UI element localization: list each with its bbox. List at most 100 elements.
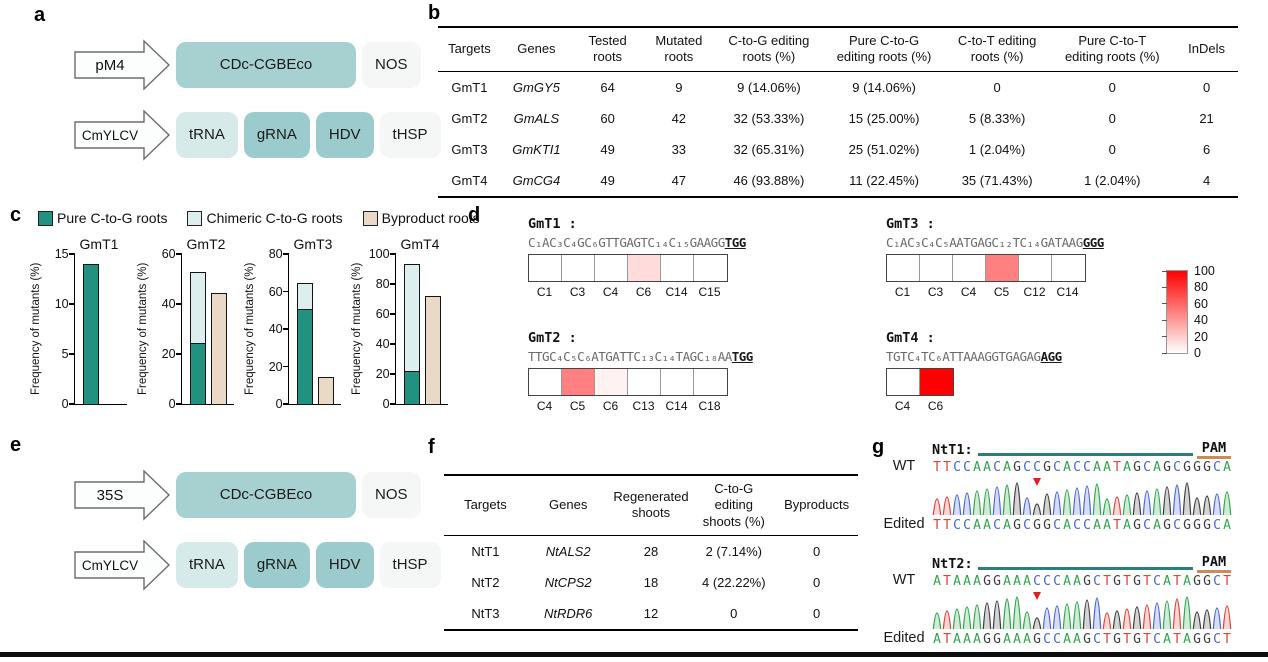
y-tick-mark	[282, 365, 289, 368]
trace-peak-G	[1132, 492, 1142, 516]
base-A: A	[1183, 574, 1191, 589]
base-C: C	[1213, 460, 1221, 475]
trace-peak-C	[1142, 490, 1152, 516]
construct-box: gRNA	[243, 542, 310, 588]
base-T: T	[943, 518, 951, 533]
target-name: NtT2:	[932, 556, 973, 572]
spacer	[876, 474, 932, 516]
colorbar-tick-mark	[1162, 303, 1167, 305]
table-cell: 0	[1108, 141, 1116, 157]
base-C: C	[1053, 574, 1061, 589]
y-tick-mark	[282, 328, 289, 330]
chart-GmT2: GmT2 Frequency of mutants (%) 0 20 40 60	[137, 236, 234, 411]
table-row: NtT2 NtCPS2 18 4 (22.22%) 0	[444, 567, 858, 598]
base-T: T	[943, 632, 951, 647]
table-body: GmT1 GmGY5 64 9 9 (14.06%) 9 (14.06%) 0 0 0 GmT2 G…	[438, 71, 1238, 197]
heatmap-cells	[886, 254, 1086, 282]
colorbar-tick-label: 100	[1194, 264, 1215, 278]
base-T: T	[1103, 574, 1111, 589]
y-tick-label: 60	[161, 247, 176, 261]
table-cell: 49	[600, 172, 615, 188]
heatmap-cell-C3	[920, 255, 953, 281]
promoter-arrow-shape	[74, 39, 170, 91]
heatmap-cell-label: C1	[536, 285, 553, 299]
column-header: Targets	[438, 27, 501, 72]
tobacco-results-table: Targets Genes Regenerated shoots C-to-G edi…	[444, 474, 858, 631]
y-tick-label: 100	[368, 247, 390, 261]
trace-peak-T	[942, 496, 952, 516]
panel-a-label: a	[34, 4, 46, 26]
y-tick-label: 10	[54, 297, 69, 311]
promoter-arrow: pM4	[74, 39, 170, 91]
base-A: A	[983, 518, 991, 533]
table-cell: GmT2	[451, 110, 488, 126]
y-tick-mark	[175, 403, 182, 405]
colorbar-tick-mark	[1162, 319, 1167, 321]
base-G: G	[983, 632, 991, 647]
bar-pure-c-to-g	[82, 264, 99, 405]
colorbar-tick-mark	[1162, 336, 1167, 338]
promoter-arrow: CmYLCV	[74, 109, 170, 161]
y-axis-label: Frequency of mutants (%)	[351, 262, 363, 396]
trace-peak-C	[1052, 491, 1062, 516]
heatmap-cells	[528, 368, 728, 396]
base-C: C	[1213, 632, 1221, 647]
heatmap-GmT2: GmT2 : TTGC₄C₅C₆ATGATTC₁₃C₁₄TAGC₁₈AATGG C4…	[528, 330, 753, 413]
heatmap-cell-C6	[595, 369, 628, 395]
y-axis-label: Frequency of mutants (%)	[244, 262, 256, 396]
heatmap-GmT1: GmT1 : C₁AC₃C₄GC₆GTTGAGTC₁₄C₁₅GAAGGTGG C1 C…	[528, 216, 746, 299]
trace-peak-G	[1162, 486, 1172, 516]
heatmap-cell-C1	[529, 255, 562, 281]
table-cell: 0	[812, 543, 821, 559]
base-A: A	[1003, 460, 1011, 475]
chart-GmT4: GmT4 Frequency of mutants (%) 0 20 40 60 80 100	[351, 236, 448, 411]
soybean-results-table: Targets Genes Tested roots Mutated roots C-t…	[438, 26, 1238, 198]
base-C: C	[963, 518, 971, 533]
base-T: T	[1103, 632, 1111, 647]
column-header: Pure C-to-T editing roots (%)	[1049, 27, 1176, 72]
base-C: C	[1173, 518, 1181, 533]
base-A: A	[1103, 518, 1111, 533]
edited-label: Edited	[883, 516, 925, 532]
trace-peak-G	[1032, 617, 1042, 630]
base-A: A	[1063, 460, 1071, 475]
base-G: G	[1203, 574, 1211, 589]
base-T: T	[943, 574, 951, 589]
table-row: GmT1 GmGY5 64 9 9 (14.06%) 9 (14.06%) 0 0 0	[438, 71, 1238, 103]
construct-row: CmYLCV tRNA gRNA HDV tHSP	[74, 538, 441, 592]
table-cell: 42	[671, 110, 687, 126]
colorbar-tick-label: 80	[1194, 280, 1208, 295]
base-C: C	[1073, 518, 1081, 533]
heatmap-cell-label: C6	[635, 285, 652, 299]
heatmap-cell-C4	[887, 369, 920, 395]
trace-peak-A	[1062, 603, 1072, 630]
y-tick-mark	[175, 303, 182, 305]
heatmap-cell-label: C4	[602, 285, 619, 299]
base-C: C	[963, 460, 971, 475]
trace-peak-T	[1222, 605, 1232, 630]
heatmap-title: GmT4 :	[886, 330, 935, 346]
table-cell: 0	[812, 605, 821, 621]
y-tick-label: 40	[161, 297, 176, 311]
trace-peak-A	[1162, 600, 1172, 630]
column-header: Targets	[444, 475, 527, 536]
trace-peak-C	[1212, 607, 1222, 630]
pam-label: PAM	[1201, 440, 1227, 456]
base-T: T	[1223, 632, 1231, 647]
trace-peak-A	[1062, 489, 1072, 516]
heatmap-cell-labels: C1 C3 C4 C6 C14 C15	[528, 285, 726, 299]
wt-label: WT	[892, 572, 916, 588]
base-T: T	[1143, 632, 1151, 647]
construct-box: HDV	[315, 542, 374, 588]
table-cell: 2 (7.14%)	[705, 543, 762, 559]
construct-row: pM4 CDc-CGBEco NOS	[74, 38, 441, 92]
sanger-trace	[932, 592, 1232, 630]
base-T: T	[1113, 518, 1121, 533]
promoter-arrow: 35S	[74, 469, 170, 521]
base-A: A	[1093, 518, 1101, 533]
table-cell: NtT2	[471, 574, 500, 590]
trace-peak-C	[1172, 484, 1182, 516]
colorbar-gradient: 100 80 60 40 20 0	[1162, 265, 1215, 360]
table-cell: NtRDR6	[543, 605, 593, 621]
